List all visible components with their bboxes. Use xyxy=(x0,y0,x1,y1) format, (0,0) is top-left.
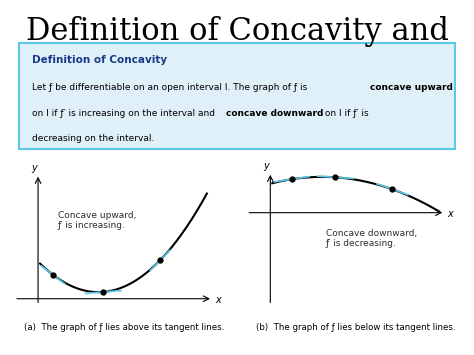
Text: Definition of Concavity and: Definition of Concavity and xyxy=(26,16,448,47)
Text: y: y xyxy=(31,163,37,173)
Text: concave upward: concave upward xyxy=(370,83,453,92)
Text: decreasing on the interval.: decreasing on the interval. xyxy=(32,134,155,143)
Text: y: y xyxy=(264,162,269,171)
Text: on I if ƒ′ is: on I if ƒ′ is xyxy=(322,109,369,118)
Text: concave downward: concave downward xyxy=(226,109,323,118)
Text: (b)  The graph of ƒ lies below its tangent lines.: (b) The graph of ƒ lies below its tangen… xyxy=(256,323,456,332)
Text: (a)  The graph of ƒ lies above its tangent lines.: (a) The graph of ƒ lies above its tangen… xyxy=(24,323,224,332)
Text: x: x xyxy=(447,209,453,219)
Text: on I if ƒ′ is increasing on the interval and: on I if ƒ′ is increasing on the interval… xyxy=(32,109,218,118)
Text: Concave downward,
ƒ′ is decreasing.: Concave downward, ƒ′ is decreasing. xyxy=(326,229,417,248)
Text: Let ƒ be differentiable on an open interval I. The graph of ƒ is: Let ƒ be differentiable on an open inter… xyxy=(32,83,310,92)
Text: Concave upward,
ƒ′ is increasing.: Concave upward, ƒ′ is increasing. xyxy=(58,211,137,230)
Text: Definition of Concavity: Definition of Concavity xyxy=(32,55,167,65)
FancyBboxPatch shape xyxy=(19,43,455,149)
Text: x: x xyxy=(215,295,220,305)
